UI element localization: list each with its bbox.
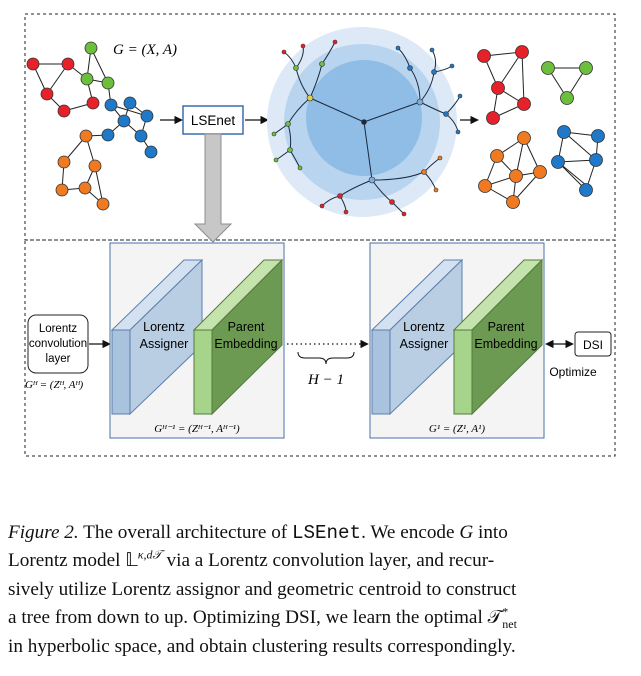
caption-math-l-sup: κ,d𝒯 — [137, 548, 162, 563]
caption-math-t: 𝒯 — [487, 607, 503, 629]
stage1-embedding-line1: Parent — [228, 320, 265, 334]
caption-line-4: a tree from down to up. Optimizing DSI, … — [8, 604, 634, 632]
stage1-embedding-block — [192, 258, 284, 416]
bottom-panel-frame — [24, 239, 616, 457]
stage1-embedding-line2: Embedding — [214, 337, 277, 351]
stage2-embedding-line2: Embedding — [474, 337, 537, 351]
caption-line-1: Figure 2. The overall architecture of LS… — [8, 519, 634, 547]
stage1-assigner-block — [110, 258, 204, 416]
caption-text-2a: Lorentz model — [8, 550, 121, 572]
lorentz-conv-line3: layer — [46, 353, 71, 365]
optimize-label: Optimize — [549, 365, 597, 379]
figure-label: Figure 2. — [8, 522, 79, 543]
caption-line-2: Lorentz model 𝕃κ,d𝒯 via a Lorentz convol… — [8, 547, 634, 575]
stage2-assigner-line1: Lorentz — [403, 320, 445, 334]
stage2-assigner-line2: Assigner — [400, 337, 449, 351]
lorentz-convolution-box — [27, 314, 89, 374]
caption-text-1b: . We encode — [361, 522, 455, 543]
lsenet-box — [182, 105, 244, 135]
lsenet-label: LSEnet — [191, 113, 236, 128]
stage1-assigner-line1: Lorentz — [143, 320, 185, 334]
hyperbolic-nodes — [271, 39, 463, 217]
lorentz-conv-line1: Lorentz — [39, 323, 78, 335]
caption-line-3: sively utilize Lorentz assignor and geom… — [8, 578, 517, 600]
caption-math-l: 𝕃 — [125, 550, 138, 572]
caption-math-t-sup: * — [502, 604, 509, 619]
caption-code: LSEnet — [291, 522, 362, 544]
stage1-g-label: Gᴴ⁻¹ = (Zᴴ⁻¹, Aᴴ⁻¹) — [154, 423, 240, 435]
architecture-diagram: G = (X, A) LSEnet — [24, 13, 616, 457]
caption-line-5: in hyperbolic space, and obtain clusteri… — [8, 635, 516, 657]
dsi-box — [574, 331, 612, 357]
dsi-label: DSI — [583, 338, 603, 352]
caption-text-1a: The overall architecture of — [83, 522, 288, 543]
stage2-assigner-block — [370, 258, 464, 416]
figure-caption: Figure 2. The overall architecture of LS… — [8, 519, 634, 661]
repeat-label: H − 1 — [307, 372, 344, 388]
gh-label: Gᴴ = (Zᴴ, Aᴴ) — [25, 379, 83, 391]
output-cluster-nodes — [477, 45, 605, 209]
input-graph — [32, 47, 152, 205]
caption-text-4a: a tree from down to up. Optimizing DSI, … — [8, 607, 483, 629]
output-clusters — [483, 51, 599, 203]
caption-text-2b: via a Lorentz convolution layer, and rec… — [166, 550, 495, 572]
repeat-brace — [297, 351, 355, 365]
caption-g: G — [459, 522, 474, 543]
expand-arrow — [193, 133, 233, 243]
lorentz-conv-line2: convolution — [29, 338, 87, 350]
stage2-g-label: G¹ = (Z¹, A¹) — [429, 423, 486, 435]
caption-text-1c: into — [478, 522, 508, 543]
stage1-assigner-line2: Assigner — [140, 337, 189, 351]
input-graph-nodes — [26, 41, 158, 211]
stage2-embedding-line1: Parent — [488, 320, 525, 334]
graph-label: G = (X, A) — [113, 42, 177, 58]
stage2-embedding-block — [452, 258, 544, 416]
caption-math-t-sub: net — [502, 617, 517, 632]
